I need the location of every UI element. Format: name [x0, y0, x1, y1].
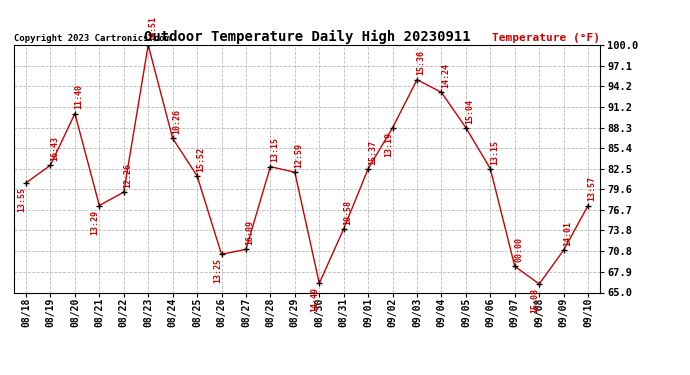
Text: 13:29: 13:29 [90, 210, 99, 235]
Text: 16:43: 16:43 [50, 136, 59, 161]
Text: 15:36: 15:36 [417, 51, 426, 75]
Text: 14:51: 14:51 [148, 16, 157, 41]
Text: 13:19: 13:19 [384, 132, 393, 157]
Text: Temperature (°F): Temperature (°F) [492, 33, 600, 42]
Text: 13:57: 13:57 [588, 176, 597, 201]
Text: 15:37: 15:37 [368, 140, 377, 165]
Text: 14:49: 14:49 [310, 288, 319, 312]
Text: 13:15: 13:15 [490, 140, 499, 165]
Text: 13:25: 13:25 [213, 258, 222, 284]
Text: 16:09: 16:09 [246, 220, 255, 245]
Text: 15:52: 15:52 [197, 147, 206, 172]
Text: 14:01: 14:01 [563, 221, 572, 246]
Text: 10:26: 10:26 [172, 109, 181, 134]
Text: 00:00: 00:00 [515, 237, 524, 262]
Title: Outdoor Temperature Daily High 20230911: Outdoor Temperature Daily High 20230911 [144, 30, 471, 44]
Text: 13:55: 13:55 [17, 187, 26, 212]
Text: 12:59: 12:59 [295, 143, 304, 168]
Text: 13:15: 13:15 [270, 138, 279, 162]
Text: Copyright 2023 Cartronics.com: Copyright 2023 Cartronics.com [14, 33, 170, 42]
Text: 10:58: 10:58 [344, 200, 353, 225]
Text: 14:24: 14:24 [441, 63, 450, 88]
Text: 11:40: 11:40 [75, 84, 83, 109]
Text: 15:04: 15:04 [466, 99, 475, 124]
Text: 15:08: 15:08 [531, 288, 540, 313]
Text: 12:26: 12:26 [124, 163, 132, 188]
